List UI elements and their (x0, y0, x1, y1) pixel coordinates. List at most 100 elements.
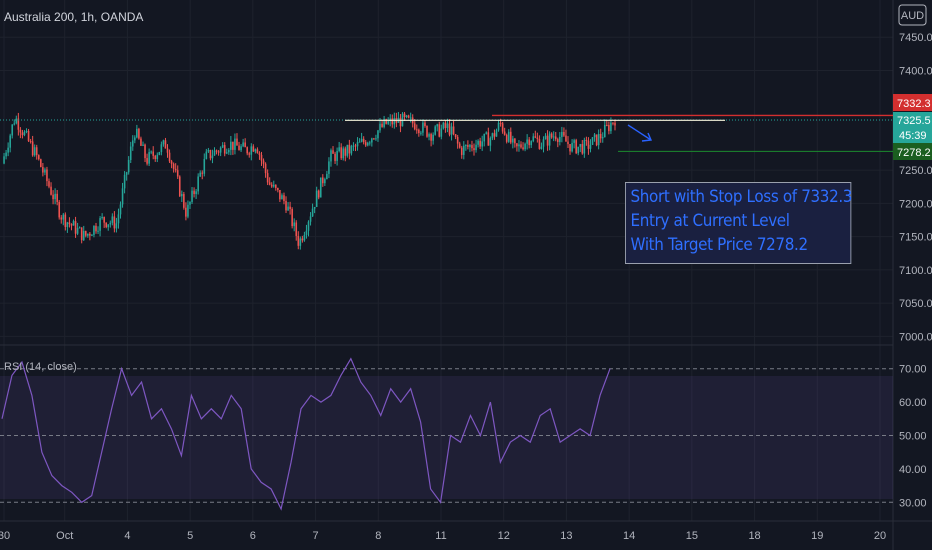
candle (174, 163, 177, 173)
candle (91, 233, 93, 236)
price-tick-label: 7200.0 (899, 198, 932, 210)
candle (162, 139, 165, 147)
candle (326, 170, 328, 180)
time-tick-label: 5 (187, 530, 193, 542)
candle (528, 137, 530, 149)
candle (289, 201, 291, 215)
candle (556, 137, 559, 148)
candle (354, 143, 357, 152)
arrow-down-right-icon (627, 124, 653, 142)
candle (465, 144, 467, 151)
stop-price-tag: 7332.3 (893, 94, 932, 111)
candle (74, 216, 77, 238)
candle (89, 232, 91, 241)
candle (250, 143, 253, 161)
candle (583, 137, 586, 158)
candle (207, 147, 210, 154)
candle (187, 200, 189, 219)
candle (97, 226, 99, 235)
rsi-series (1, 357, 611, 511)
candle (258, 151, 261, 160)
candle (23, 130, 26, 137)
candle (40, 158, 42, 168)
candle (391, 114, 394, 128)
candle (166, 144, 169, 158)
candle (50, 182, 52, 196)
candle (614, 119, 616, 131)
candle (230, 135, 232, 156)
candle (246, 146, 248, 156)
candle (277, 187, 279, 193)
time-tick-label: 11 (435, 530, 446, 542)
candle (260, 151, 263, 166)
candle (401, 112, 404, 127)
candle (577, 146, 580, 156)
candle (199, 170, 202, 178)
candle (31, 135, 34, 157)
candle (189, 201, 191, 210)
candle (191, 187, 193, 204)
target-price-value: 7278.2 (897, 147, 931, 159)
chart-title: Australia 200, 1h, OANDA (4, 10, 143, 24)
candle (80, 227, 83, 244)
trade-annotation[interactable]: Short with Stop Loss of 7332.3 Entry at … (625, 182, 852, 264)
candle (593, 132, 596, 142)
candle (158, 151, 161, 156)
candle (168, 149, 171, 163)
candle (262, 158, 265, 169)
candle (46, 166, 48, 187)
candle (501, 121, 504, 134)
candle (223, 142, 226, 157)
candle (240, 144, 242, 152)
current-price-value: 7325.5 (897, 115, 931, 127)
candle (561, 126, 563, 143)
candle (248, 151, 251, 158)
candle (254, 148, 257, 154)
candle (366, 141, 369, 147)
candle (142, 141, 144, 147)
candle (601, 132, 604, 143)
candle (334, 151, 336, 164)
candle (481, 135, 483, 151)
time-tick-label: 18 (748, 530, 760, 542)
candle (362, 136, 365, 145)
candle (444, 120, 447, 133)
candle (432, 132, 434, 145)
candle (509, 127, 512, 145)
candle (399, 114, 402, 133)
candle (383, 115, 385, 129)
candle (371, 137, 373, 147)
candle (299, 236, 302, 250)
candle (68, 217, 71, 228)
candle (52, 190, 54, 205)
candle (3, 152, 5, 165)
candle (119, 201, 122, 219)
candle (477, 139, 479, 148)
candle (471, 140, 473, 152)
candle (140, 136, 142, 146)
candle (356, 137, 359, 151)
time-tick-label: 14 (623, 530, 635, 542)
candle (442, 121, 445, 130)
candle (342, 146, 345, 161)
candle (42, 162, 44, 177)
candle (479, 137, 481, 149)
currency-label: AUD (901, 10, 924, 22)
currency-badge[interactable] (898, 4, 927, 26)
candle (446, 118, 449, 133)
candle (440, 124, 443, 140)
candle (597, 129, 600, 150)
candle (571, 139, 573, 153)
candle (603, 119, 606, 138)
candle (197, 173, 199, 195)
candle (595, 134, 598, 147)
bar-countdown: 45:39 (899, 130, 927, 142)
candle (103, 216, 105, 228)
candle (201, 170, 204, 180)
candle (160, 141, 163, 156)
candle (567, 136, 569, 148)
candle (297, 231, 300, 250)
candle (232, 141, 234, 155)
candle (5, 149, 7, 160)
